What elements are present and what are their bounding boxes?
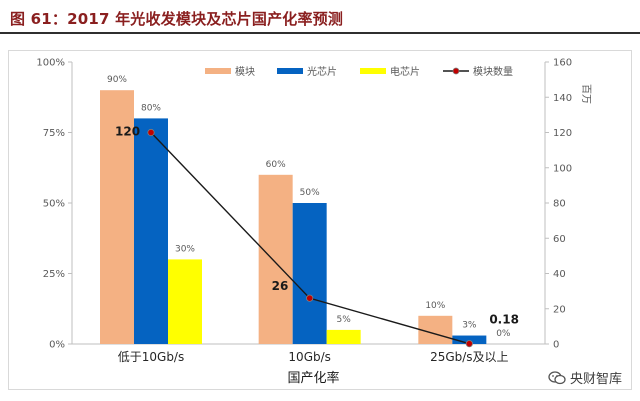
left-tick-label: 25% bbox=[43, 269, 65, 280]
legend-swatch bbox=[360, 68, 386, 74]
x-axis-title: 国产化率 bbox=[287, 370, 339, 386]
line-label: 26 bbox=[272, 279, 289, 293]
bar-2-2 bbox=[292, 203, 327, 344]
wechat-icon bbox=[548, 370, 566, 385]
bar-label: 0% bbox=[496, 329, 511, 339]
right-tick-label: 60 bbox=[553, 234, 566, 245]
legend-marker bbox=[452, 67, 460, 75]
bar-label: 50% bbox=[300, 188, 320, 198]
category-label: 25Gb/s及以上 bbox=[430, 350, 508, 364]
right-tick-label: 80 bbox=[553, 199, 566, 210]
bar-label: 90% bbox=[107, 75, 127, 85]
line-label: 120 bbox=[115, 125, 140, 139]
legend-swatch bbox=[277, 68, 303, 74]
bar-label: 10% bbox=[425, 301, 445, 311]
left-tick-label: 0% bbox=[49, 340, 65, 351]
right-tick-label: 160 bbox=[553, 58, 572, 69]
line-point bbox=[465, 340, 473, 348]
bar-2-3 bbox=[452, 335, 487, 344]
right-tick-label: 120 bbox=[553, 128, 572, 139]
bar-label: 80% bbox=[141, 103, 161, 113]
legend-label: 模块数量 bbox=[473, 65, 513, 78]
chart-frame bbox=[8, 50, 632, 390]
left-tick-label: 50% bbox=[43, 199, 65, 210]
legend-label: 模块 bbox=[235, 66, 255, 78]
bar-label: 3% bbox=[462, 321, 477, 331]
category-label: 低于10Gb/s bbox=[118, 350, 184, 364]
right-tick-label: 100 bbox=[553, 163, 572, 174]
right-tick-label: 20 bbox=[553, 304, 566, 315]
legend-label: 电芯片 bbox=[390, 65, 420, 78]
legend-label: 光芯片 bbox=[307, 65, 337, 78]
bar-label: 60% bbox=[266, 160, 286, 170]
bar-1-1 bbox=[100, 90, 134, 344]
right-tick-label: 140 bbox=[553, 93, 572, 104]
line-point bbox=[306, 294, 314, 302]
category-label: 10Gb/s bbox=[288, 350, 330, 364]
right-tick-label: 0 bbox=[553, 340, 559, 351]
watermark-text: 央财智库 bbox=[569, 372, 622, 387]
bar-3-2 bbox=[326, 329, 361, 344]
bar-1-2 bbox=[258, 174, 293, 344]
watermark: 央财智库 bbox=[548, 368, 622, 387]
line-point bbox=[147, 128, 155, 137]
left-tick-label: 100% bbox=[36, 58, 65, 69]
figure-title-bar: 图 61：2017 年光收发模块及芯片国产化率预测 bbox=[0, 0, 640, 34]
bar-label: 30% bbox=[175, 244, 195, 254]
line-label: 0.18 bbox=[489, 313, 519, 327]
legend-swatch bbox=[205, 68, 231, 74]
bar-label: 5% bbox=[337, 315, 352, 325]
figure-title: 图 61：2017 年光收发模块及芯片国产化率预测 bbox=[10, 10, 344, 28]
bar-1-3 bbox=[418, 315, 453, 344]
right-tick-label: 40 bbox=[553, 269, 566, 280]
bar-3-1 bbox=[168, 259, 202, 344]
right-axis-title: 百万 bbox=[580, 84, 592, 104]
bar-2-1 bbox=[134, 118, 168, 345]
left-tick-label: 75% bbox=[43, 128, 65, 139]
